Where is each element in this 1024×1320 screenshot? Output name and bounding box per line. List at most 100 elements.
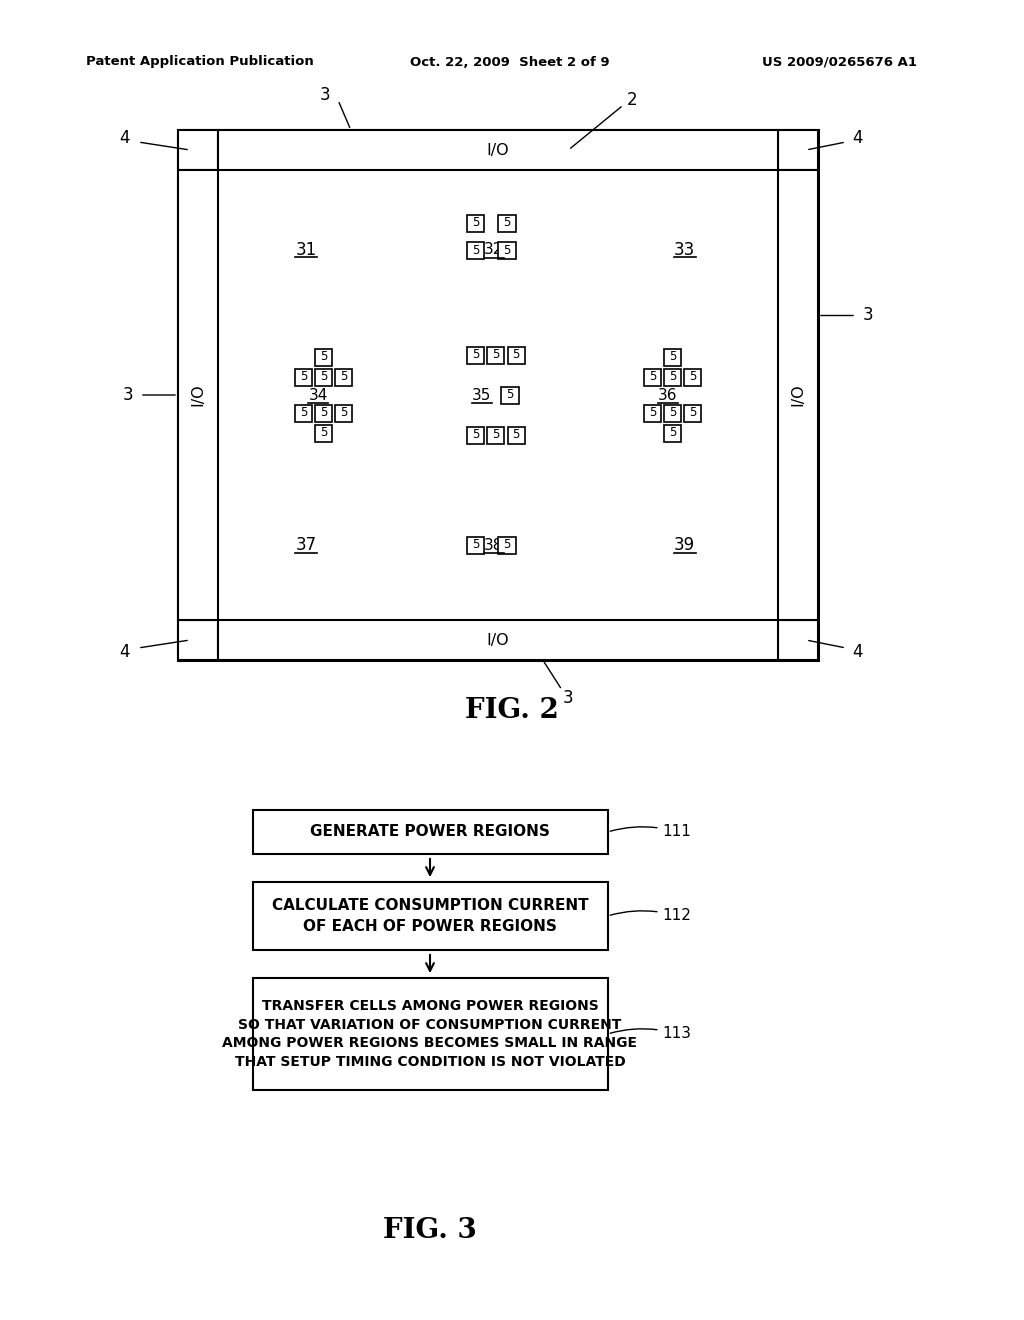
Text: FIG. 2: FIG. 2 xyxy=(465,697,559,723)
Text: 35: 35 xyxy=(472,388,492,403)
Text: 5: 5 xyxy=(340,371,347,384)
Text: 5: 5 xyxy=(504,539,511,552)
Bar xyxy=(665,404,681,421)
Text: US 2009/0265676 A1: US 2009/0265676 A1 xyxy=(763,55,918,69)
Bar xyxy=(644,404,662,421)
Bar xyxy=(499,536,515,553)
Text: 5: 5 xyxy=(472,539,479,552)
Text: 5: 5 xyxy=(472,348,479,362)
Text: 5: 5 xyxy=(649,371,656,384)
Bar xyxy=(253,882,607,950)
Bar xyxy=(644,368,662,385)
Bar xyxy=(499,214,515,231)
Text: 111: 111 xyxy=(610,825,691,840)
Text: GENERATE POWER REGIONS: GENERATE POWER REGIONS xyxy=(310,825,550,840)
Text: 33: 33 xyxy=(674,242,695,259)
Text: 3: 3 xyxy=(319,86,331,104)
Bar xyxy=(487,346,505,363)
Bar xyxy=(295,368,312,385)
Text: 4: 4 xyxy=(120,129,130,147)
Text: FIG. 3: FIG. 3 xyxy=(383,1217,477,1243)
Bar xyxy=(502,387,518,404)
Text: 5: 5 xyxy=(300,407,307,420)
Bar xyxy=(253,978,607,1090)
Text: 2: 2 xyxy=(627,91,637,110)
Text: 5: 5 xyxy=(669,426,677,440)
Text: 112: 112 xyxy=(610,908,691,924)
Text: 36: 36 xyxy=(657,388,678,403)
Text: 5: 5 xyxy=(689,407,696,420)
Text: 5: 5 xyxy=(669,371,677,384)
Text: 5: 5 xyxy=(506,388,514,401)
Bar xyxy=(314,348,332,366)
Text: 5: 5 xyxy=(669,407,677,420)
Bar xyxy=(178,129,818,660)
Bar xyxy=(218,620,778,660)
Text: 5: 5 xyxy=(504,243,511,256)
Text: 5: 5 xyxy=(319,426,327,440)
Bar xyxy=(665,425,681,441)
Bar xyxy=(665,348,681,366)
Bar xyxy=(314,425,332,441)
Text: 5: 5 xyxy=(649,407,656,420)
Bar xyxy=(778,170,818,620)
Text: 5: 5 xyxy=(689,371,696,384)
Text: Oct. 22, 2009  Sheet 2 of 9: Oct. 22, 2009 Sheet 2 of 9 xyxy=(411,55,610,69)
Text: 39: 39 xyxy=(674,536,695,554)
Text: 5: 5 xyxy=(340,407,347,420)
Text: 38: 38 xyxy=(484,537,504,553)
Bar xyxy=(178,129,218,170)
Text: 3: 3 xyxy=(863,306,873,325)
Text: 5: 5 xyxy=(493,348,500,362)
Text: 5: 5 xyxy=(512,348,520,362)
Text: TRANSFER CELLS AMONG POWER REGIONS
SO THAT VARIATION OF CONSUMPTION CURRENT
AMON: TRANSFER CELLS AMONG POWER REGIONS SO TH… xyxy=(222,998,638,1069)
Bar xyxy=(508,426,524,444)
Text: 5: 5 xyxy=(472,243,479,256)
Bar xyxy=(253,810,607,854)
Bar xyxy=(468,536,484,553)
Text: 3: 3 xyxy=(563,689,573,708)
Text: I/O: I/O xyxy=(486,143,509,157)
Bar xyxy=(468,214,484,231)
Text: 34: 34 xyxy=(308,388,328,403)
Text: 4: 4 xyxy=(120,643,130,661)
Bar xyxy=(499,242,515,259)
Text: 5: 5 xyxy=(319,407,327,420)
Text: 37: 37 xyxy=(296,536,316,554)
Bar xyxy=(314,404,332,421)
Bar xyxy=(468,426,484,444)
Bar xyxy=(665,368,681,385)
Bar xyxy=(684,404,701,421)
Text: I/O: I/O xyxy=(791,384,806,407)
Text: Patent Application Publication: Patent Application Publication xyxy=(86,55,314,69)
Text: 5: 5 xyxy=(319,351,327,363)
Bar xyxy=(335,368,352,385)
Bar xyxy=(335,404,352,421)
Bar xyxy=(508,346,524,363)
Bar xyxy=(684,368,701,385)
Bar xyxy=(468,242,484,259)
Bar xyxy=(778,620,818,660)
Bar xyxy=(468,346,484,363)
Text: 4: 4 xyxy=(852,129,862,147)
Text: 5: 5 xyxy=(504,216,511,230)
Text: 5: 5 xyxy=(472,216,479,230)
Bar xyxy=(178,620,218,660)
Text: 31: 31 xyxy=(296,242,317,259)
Text: 3: 3 xyxy=(123,385,133,404)
Bar xyxy=(314,368,332,385)
Text: 113: 113 xyxy=(610,1027,691,1041)
Text: CALCULATE CONSUMPTION CURRENT
OF EACH OF POWER REGIONS: CALCULATE CONSUMPTION CURRENT OF EACH OF… xyxy=(271,898,589,935)
Text: I/O: I/O xyxy=(486,632,509,648)
Text: 5: 5 xyxy=(512,429,520,441)
Bar xyxy=(178,170,218,620)
Text: 4: 4 xyxy=(852,643,862,661)
Text: I/O: I/O xyxy=(190,384,206,407)
Text: 5: 5 xyxy=(300,371,307,384)
Bar xyxy=(778,129,818,170)
Bar xyxy=(218,129,778,170)
Text: 5: 5 xyxy=(319,371,327,384)
Text: 32: 32 xyxy=(484,243,504,257)
Bar xyxy=(295,404,312,421)
Text: 5: 5 xyxy=(669,351,677,363)
